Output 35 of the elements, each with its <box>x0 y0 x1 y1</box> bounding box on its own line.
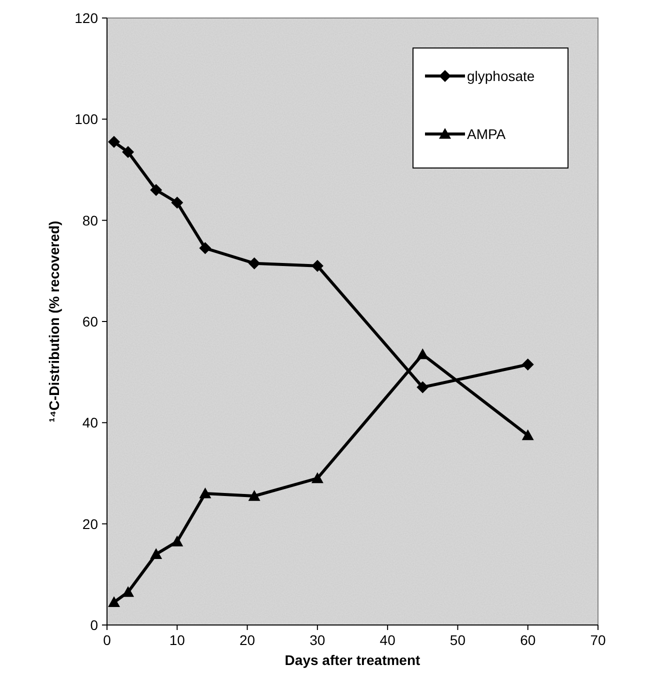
x-tick-label: 50 <box>450 632 466 648</box>
x-tick-label: 20 <box>239 632 256 648</box>
x-tick-label: 10 <box>169 632 186 648</box>
point <box>248 490 260 501</box>
y-axis-title: ¹⁴C-Distribution (% recovered) <box>46 220 62 422</box>
point <box>199 242 212 254</box>
point <box>311 260 324 272</box>
y-tick-label: 100 <box>74 111 98 128</box>
y-tick-label: 120 <box>74 10 98 26</box>
point <box>416 381 429 394</box>
point <box>150 184 162 196</box>
point <box>108 136 120 148</box>
point <box>311 472 324 484</box>
point <box>199 487 212 498</box>
x-tick-label: 60 <box>520 632 536 648</box>
y-tick-label: 80 <box>82 212 98 228</box>
point <box>522 358 534 370</box>
x-tick-label: 30 <box>310 632 326 648</box>
point <box>108 596 120 608</box>
x-tick-label: 70 <box>590 632 606 648</box>
y-tick-label: 60 <box>82 314 98 330</box>
point <box>171 536 184 546</box>
legend-label: glyphosate <box>467 68 535 84</box>
legend-label: AMPA <box>467 126 506 142</box>
point <box>248 257 260 270</box>
x-axis-title: Days after treatment <box>284 652 421 668</box>
x-tick-label: 40 <box>380 632 396 648</box>
y-tick-label: 0 <box>90 617 98 633</box>
point <box>171 196 184 209</box>
y-tick-label: 20 <box>82 516 98 532</box>
y-tick-label: 40 <box>82 414 98 431</box>
point <box>122 146 134 158</box>
point <box>522 429 534 440</box>
x-tick-label: 0 <box>103 632 112 648</box>
point <box>150 548 162 559</box>
